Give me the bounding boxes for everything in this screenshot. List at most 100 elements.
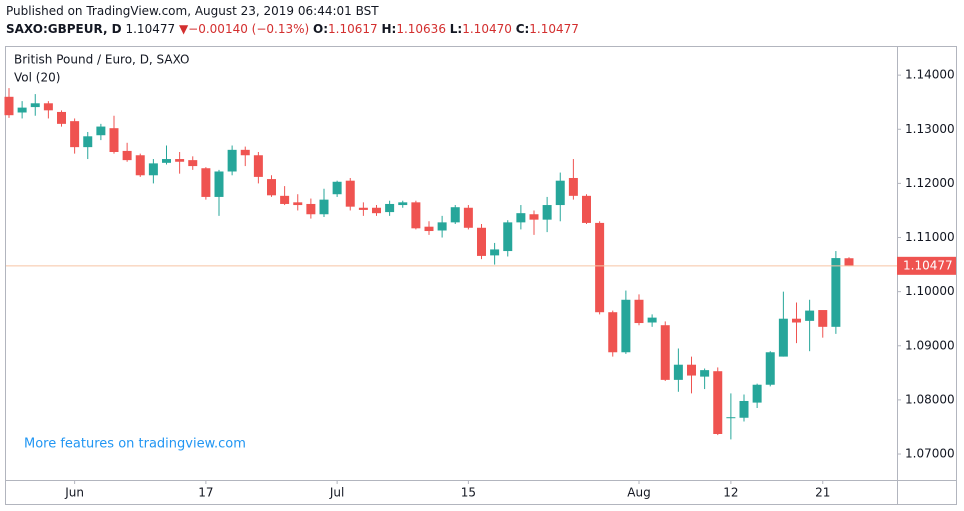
- candle-body: [240, 149, 250, 156]
- x-tick-label: 12: [723, 486, 738, 500]
- candle-body: [109, 128, 119, 153]
- candle-body: [568, 177, 578, 196]
- c-value: 1.10477: [529, 22, 579, 36]
- candle-body: [70, 121, 80, 148]
- candle-body: [660, 325, 670, 380]
- candle-body: [358, 207, 368, 210]
- c-label: C:: [515, 22, 530, 36]
- candle-body: [818, 310, 828, 327]
- candle-body: [122, 150, 132, 161]
- candle-body: [621, 299, 631, 353]
- candle-body: [280, 195, 290, 204]
- down-arrow: ▼: [178, 22, 189, 36]
- candle-body: [700, 370, 710, 377]
- x-tick-label: 15: [461, 486, 476, 500]
- candle-body: [372, 207, 381, 214]
- candle-body: [385, 203, 395, 213]
- y-tick-label: 1.11000: [905, 230, 955, 244]
- x-tick-label: Jul: [329, 486, 344, 500]
- candle-body: [608, 312, 618, 353]
- candle-body: [96, 126, 106, 136]
- x-tick-label: 21: [815, 486, 830, 500]
- candle-body: [805, 310, 815, 321]
- candle-body: [739, 400, 749, 418]
- candle-body: [267, 179, 276, 196]
- candle-body: [529, 214, 539, 220]
- watermark[interactable]: More features on tradingview.com: [24, 437, 246, 452]
- candle-body: [831, 258, 841, 327]
- candle-body: [306, 203, 316, 215]
- candle-body: [319, 199, 329, 215]
- candle-body: [43, 103, 53, 111]
- candle-body: [293, 202, 303, 206]
- last-price-label: 1.10477: [903, 258, 953, 272]
- x-tick-label: 17: [198, 486, 213, 500]
- last-price-tag: [897, 256, 956, 275]
- candle-body: [398, 202, 408, 206]
- candle-body: [673, 364, 683, 380]
- frame: [5, 46, 957, 505]
- l-label: L:: [449, 22, 463, 36]
- candle-body: [844, 258, 854, 266]
- candle-body: [345, 180, 355, 207]
- published-line: Published on TradingView.com, August 23,…: [6, 4, 379, 18]
- candle-body: [595, 222, 605, 313]
- candle-body: [148, 163, 158, 176]
- last: 1.10477: [125, 22, 176, 36]
- candle-body: [411, 202, 421, 229]
- candle-body: [647, 317, 657, 323]
- candle-body: [765, 352, 775, 385]
- candle-body: [4, 96, 14, 116]
- candle-body: [463, 207, 473, 228]
- symbol: SAXO:GBPEUR, D: [6, 22, 122, 36]
- candle-body: [542, 205, 552, 220]
- candle-body: [490, 249, 500, 256]
- candle-body: [713, 371, 723, 434]
- candle-body: [162, 159, 171, 163]
- change: −0.00140 (−0.13%): [188, 22, 310, 36]
- candle-body: [201, 168, 211, 197]
- candle-body: [450, 207, 460, 223]
- l-value: 1.10470: [462, 22, 512, 36]
- h-label: H:: [381, 22, 397, 36]
- y-tick-label: 1.10000: [905, 284, 955, 298]
- candle-body: [227, 149, 237, 172]
- candle-body: [437, 222, 447, 231]
- y-tick-label: 1.07000: [905, 447, 955, 461]
- candle-body: [778, 318, 788, 357]
- candle-body: [477, 227, 486, 256]
- candle-body: [135, 155, 145, 176]
- y-tick-label: 1.14000: [905, 68, 955, 82]
- candle-body: [752, 384, 762, 403]
- candle-body: [516, 213, 526, 223]
- candle-body: [57, 111, 66, 124]
- candle-body: [30, 103, 40, 108]
- y-tick-label: 1.09000: [905, 338, 955, 352]
- candle-body: [332, 181, 342, 195]
- candle-body: [726, 417, 736, 419]
- candle-body: [214, 171, 224, 197]
- candle-body: [582, 195, 591, 223]
- chart-title: British Pound / Euro, D, SAXO: [14, 53, 190, 67]
- h-value: 1.10636: [396, 22, 446, 36]
- candle-body: [634, 299, 644, 324]
- candle-body: [503, 222, 513, 252]
- candle-body: [424, 226, 434, 232]
- candle-body: [17, 107, 27, 113]
- candle-body: [175, 159, 185, 162]
- x-tick-label: Aug: [627, 486, 650, 500]
- candle-body: [687, 364, 696, 376]
- candle-body: [555, 180, 565, 206]
- y-tick-label: 1.08000: [905, 392, 955, 406]
- y-tick-label: 1.12000: [905, 176, 955, 190]
- quote-line: SAXO:GBPEUR, D 1.10477 ▼−0.00140 (−0.13%…: [6, 22, 579, 36]
- candle-body: [253, 155, 263, 177]
- y-tick-label: 1.13000: [905, 122, 955, 136]
- x-tick-label: Jun: [64, 486, 84, 500]
- candle-body: [188, 160, 198, 167]
- o-value: 1.10617: [328, 22, 378, 36]
- candle-body: [792, 318, 801, 323]
- o-label: O:: [313, 22, 329, 36]
